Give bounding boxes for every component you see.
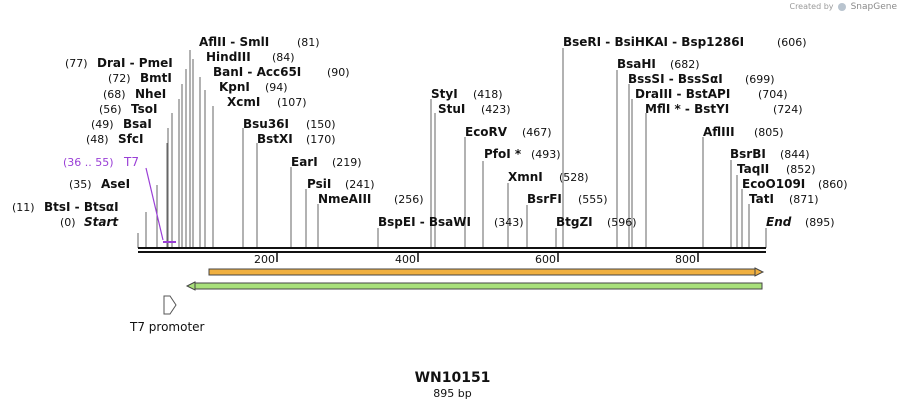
site-bspei: BspEI - BsaWI	[378, 215, 471, 229]
site-bsai-pos: (49)	[91, 118, 114, 131]
t7-promoter-arrow-icon	[163, 295, 177, 315]
site-bsahi: BsaHI	[617, 57, 656, 71]
credit-brand: SnapGene	[850, 2, 897, 12]
site-start-pos: (0)	[60, 216, 76, 229]
site-bseri: BseRI - BsiHKAI - Bsp1286I	[563, 35, 744, 49]
site-bani-pos: (90)	[327, 66, 350, 79]
site-ecoo109i: EcoO109I	[742, 177, 805, 191]
site-bsrbi-pos: (844)	[780, 148, 810, 161]
site-bstxi-pos: (170)	[306, 133, 336, 146]
site-afliii: AflIII	[703, 125, 735, 139]
site-mfli: MflI * - BstYI	[645, 102, 729, 116]
site-styi: StyI	[431, 87, 458, 101]
tick-400: 400	[395, 253, 416, 266]
dna-backbone	[138, 247, 766, 253]
site-connectors	[137, 48, 767, 248]
site-start: Start	[84, 215, 119, 229]
site-aflii-pos: (81)	[297, 36, 320, 49]
site-eari: EarI	[291, 155, 318, 169]
primer-label: T7	[123, 155, 139, 169]
credit-prefix: Created by	[789, 2, 834, 11]
site-kpni: KpnI	[219, 80, 250, 94]
map-length: 895 bp	[433, 387, 472, 400]
site-bseri-pos: (606)	[777, 36, 807, 49]
site-drai-pos: (77)	[65, 57, 88, 70]
site-ecorv-pos: (467)	[522, 126, 552, 139]
site-pfoi-pos: (493)	[531, 148, 561, 161]
snapgene-credit: Created by SnapGene	[789, 2, 897, 12]
site-draiii-pos: (704)	[758, 88, 788, 101]
primer-range: (36 .. 55)	[63, 156, 114, 169]
site-bsu36i: Bsu36I	[243, 117, 289, 131]
site-xcmi: XcmI	[227, 95, 260, 109]
tick-800: 800	[675, 253, 696, 266]
site-bsrfi: BsrFI	[527, 192, 562, 206]
site-bsssi-pos: (699)	[745, 73, 775, 86]
site-nhei: NheI	[135, 87, 166, 101]
site-bsu36i-pos: (150)	[306, 118, 336, 131]
tick-200: 200	[254, 253, 275, 266]
site-kpni-pos: (94)	[265, 81, 288, 94]
site-drai: DraI - PmeI	[97, 56, 173, 70]
site-aflii: AflII - SmlI	[199, 35, 269, 49]
site-psii-pos: (241)	[345, 178, 375, 191]
site-taqii: TaqII	[737, 162, 769, 176]
map-title: WN10151	[414, 370, 491, 386]
site-end-pos: (895)	[805, 216, 835, 229]
site-bspei-pos: (343)	[494, 216, 524, 229]
site-bsai: BsaI	[123, 117, 152, 131]
site-xmni: XmnI	[508, 170, 543, 184]
site-eari-pos: (219)	[332, 156, 362, 169]
site-nhei-pos: (68)	[103, 88, 126, 101]
site-styi-pos: (418)	[473, 88, 503, 101]
t7-promoter-label: T7 promoter	[129, 320, 205, 334]
site-btsi: BtsI - BtsαI	[44, 200, 119, 214]
site-psii: PsiI	[307, 177, 331, 191]
site-nmeaiii: NmeAIII	[318, 192, 371, 206]
site-bsrfi-pos: (555)	[578, 193, 608, 206]
site-nmeaiii-pos: (256)	[394, 193, 424, 206]
site-bmti-pos: (72)	[108, 72, 131, 85]
site-end: End	[766, 215, 792, 229]
site-btgzi: BtgZI	[556, 215, 593, 229]
site-ecorv: EcoRV	[465, 125, 508, 139]
site-btsi-pos: (11)	[12, 201, 35, 214]
site-tsoi: TsoI	[131, 102, 157, 116]
site-hindiii: HindIII	[206, 50, 251, 64]
ruler: 200 400 600 800	[254, 252, 699, 266]
site-tati: TatI	[749, 192, 774, 206]
site-bsahi-pos: (682)	[670, 58, 700, 71]
site-mfli-pos: (724)	[773, 103, 803, 116]
site-asei-pos: (35)	[69, 178, 92, 191]
site-asei: AseI	[101, 177, 130, 191]
site-stui-pos: (423)	[481, 103, 511, 116]
site-afliii-pos: (805)	[754, 126, 784, 139]
site-btgzi-pos: (596)	[607, 216, 637, 229]
site-bmti: BmtI	[140, 71, 172, 85]
site-stui: StuI	[438, 102, 465, 116]
site-xmni-pos: (528)	[559, 171, 589, 184]
site-draiii: DraIII - BstAPI	[635, 87, 730, 101]
site-sfci-pos: (48)	[86, 133, 109, 146]
tick-600: 600	[535, 253, 556, 266]
site-tati-pos: (871)	[789, 193, 819, 206]
site-bstxi: BstXI	[257, 132, 293, 146]
orf-reverse	[185, 281, 763, 291]
snapgene-logo-icon	[838, 2, 847, 11]
site-bsrbi: BsrBI	[730, 147, 766, 161]
site-taqii-pos: (852)	[786, 163, 816, 176]
site-hindiii-pos: (84)	[272, 51, 295, 64]
primer-connector	[145, 167, 164, 241]
site-bani: BanI - Acc65I	[213, 65, 301, 79]
site-ecoo109i-pos: (860)	[818, 178, 848, 191]
orf-forward	[208, 267, 765, 277]
site-xcmi-pos: (107)	[277, 96, 307, 109]
site-sfci: SfcI	[118, 132, 143, 146]
site-bsssi: BssSI - BssSαI	[628, 72, 723, 86]
site-tsoi-pos: (56)	[99, 103, 122, 116]
site-pfoi: PfoI *	[484, 147, 522, 161]
